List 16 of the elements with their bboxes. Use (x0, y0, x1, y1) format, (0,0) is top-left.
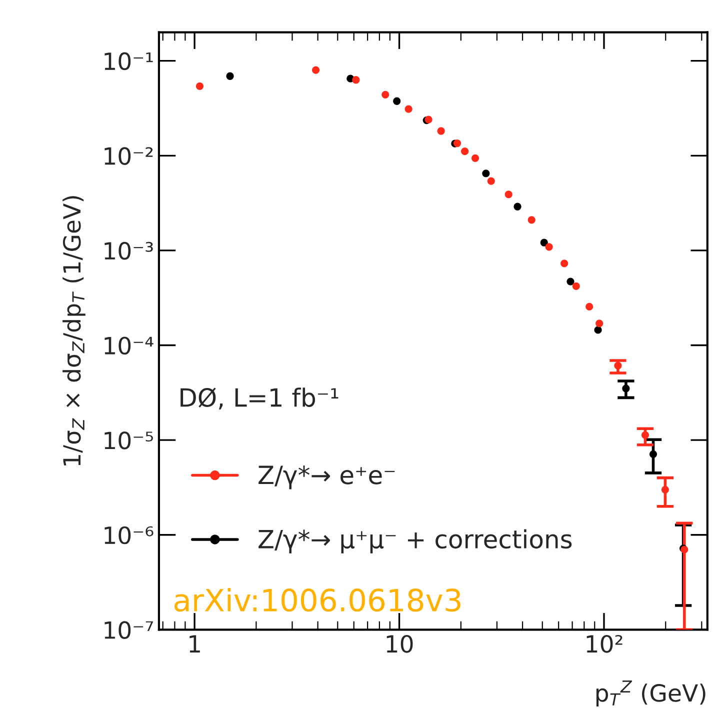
legend-label: Z/γ*→ μ⁺μ⁻ + corrections (258, 529, 572, 554)
y-tick-label: 10⁻⁵ (104, 432, 153, 450)
y-tick-label: 10⁻⁶ (104, 526, 154, 544)
y-tick-label: 10⁻⁴ (104, 336, 154, 355)
y-tick-label: 10⁻¹ (104, 52, 153, 70)
annotation: arXiv:1006.0618v3 (174, 588, 460, 612)
x-tick-label: 10² (586, 634, 622, 653)
x-tick-label: 10 (386, 634, 413, 653)
x-tick-label: 1 (190, 635, 200, 652)
y-tick-label: 10⁻³ (104, 242, 153, 260)
x-axis-title: p$_{T}$$^{Z}$ (GeV) (596, 680, 706, 706)
legend-label: Z/γ*→ e⁺e⁻ (258, 465, 395, 490)
y-axis-title: 1/σ$_{Z}$ × dσ$_{Z}$/dp$_{T}$ (1/GeV) (62, 196, 86, 466)
y-tick-label: 10⁻² (104, 147, 153, 165)
annotation: DØ, L=1 fb⁻¹ (180, 388, 338, 410)
y-tick-label: 10⁻⁷ (104, 621, 153, 639)
